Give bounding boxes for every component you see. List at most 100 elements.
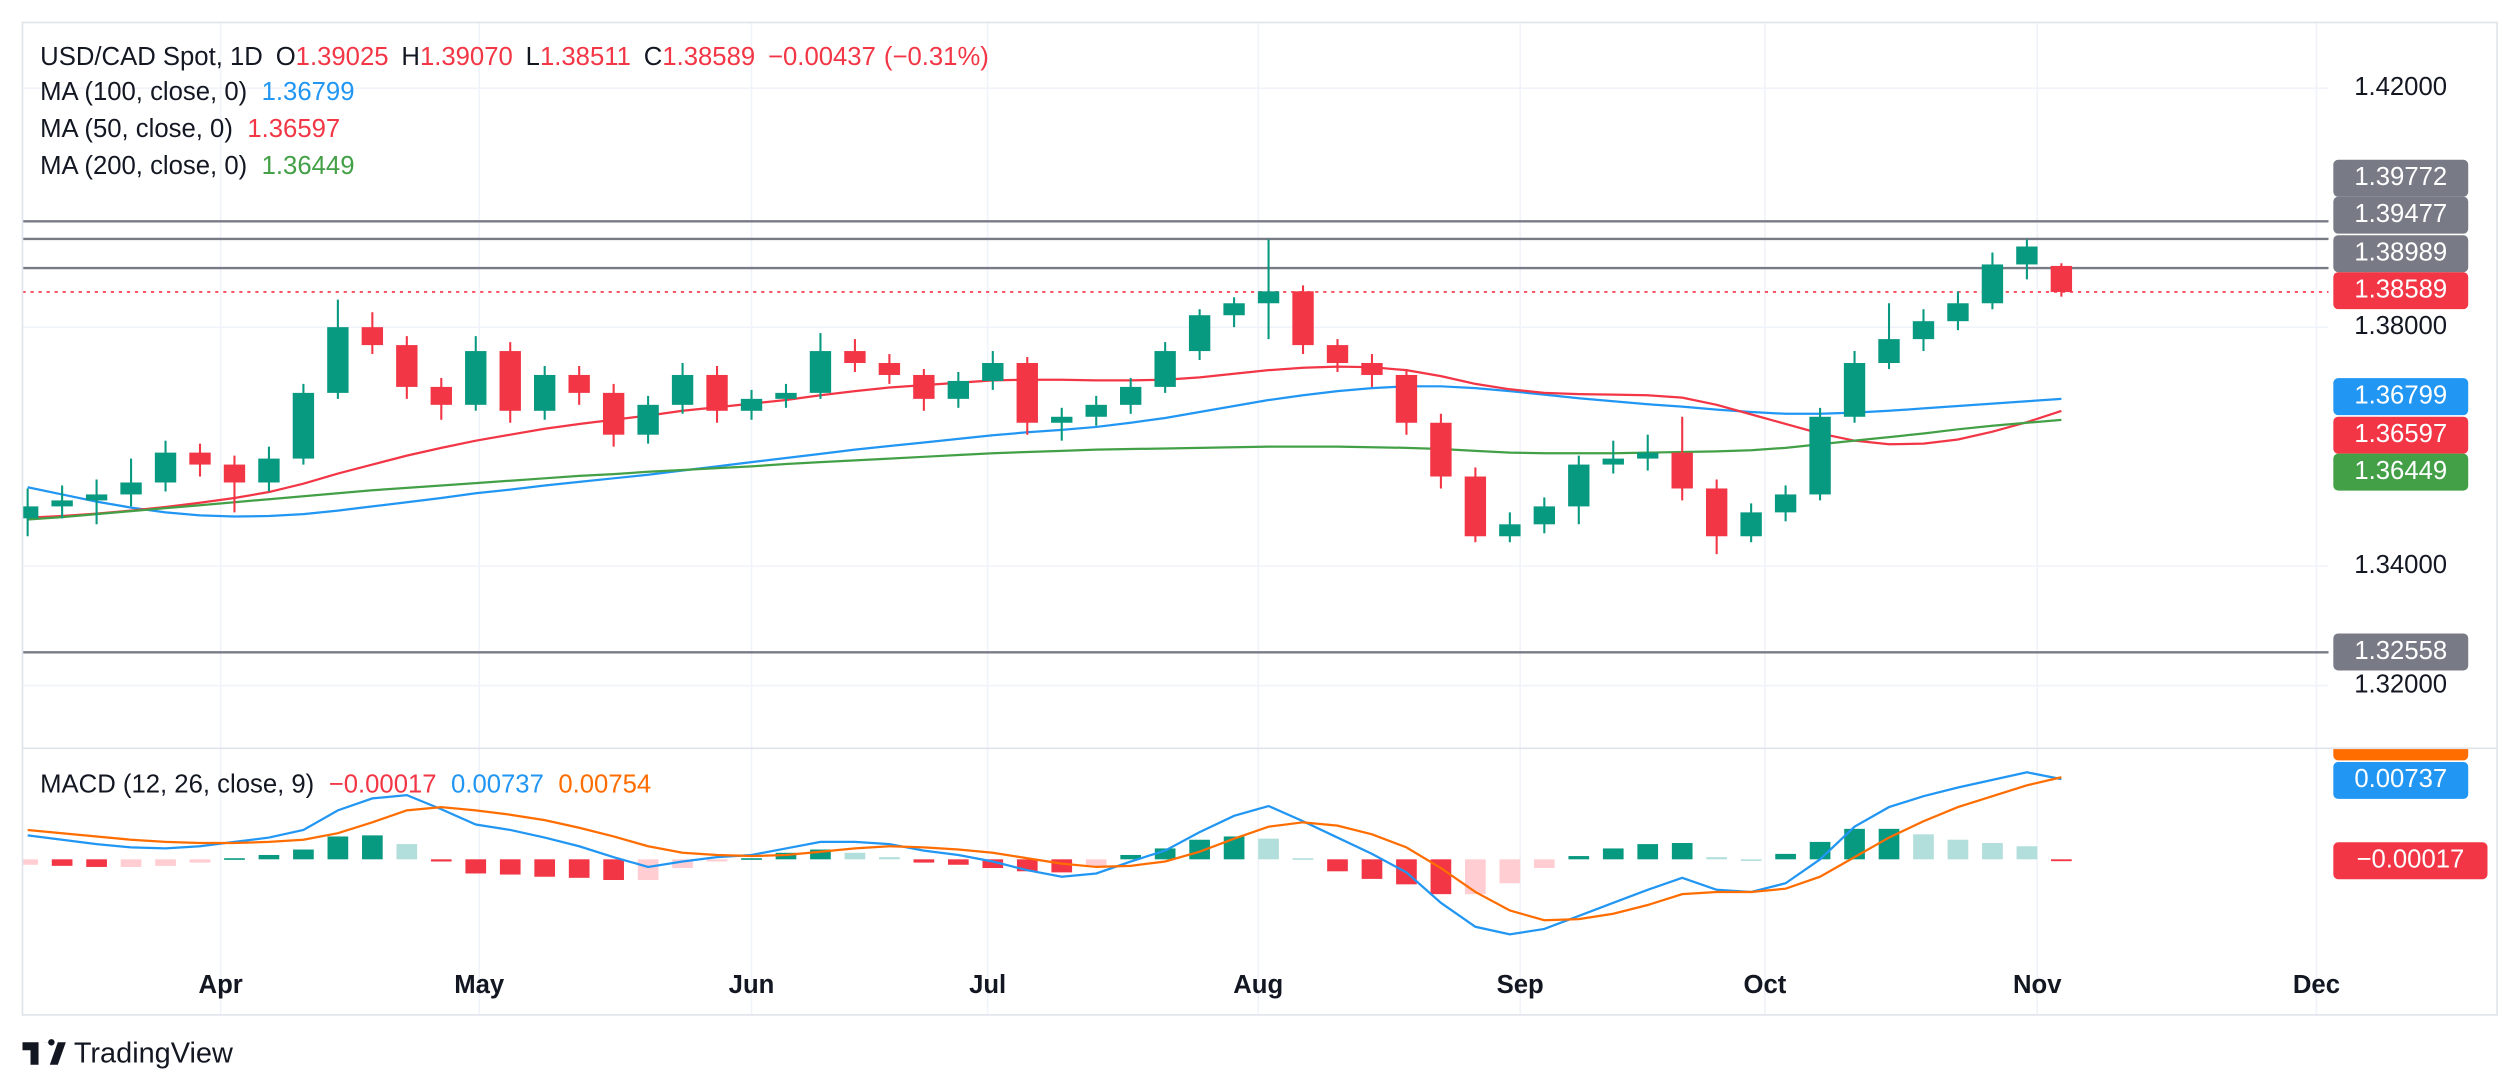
symbol: USD/CAD Spot, 1D [40, 43, 263, 71]
histogram-bar [51, 859, 73, 866]
price-label: 1.32558 [2354, 637, 2447, 665]
ma-label-box [2333, 378, 2469, 416]
brand: TradingView [22, 1038, 233, 1070]
y-tick-label: 1.38000 [2354, 312, 2447, 340]
macd-label: 0.00737 [2354, 765, 2447, 793]
candle-body [1395, 374, 1418, 423]
macd-line [27, 771, 2062, 936]
histogram-bar [1154, 848, 1176, 860]
x-tick-label: Jul [969, 971, 1006, 999]
histogram-bar [1499, 859, 1521, 884]
ohlc-letter: C [644, 43, 663, 71]
price-label: 1.38589 [2354, 275, 2447, 303]
histogram-bar [1706, 857, 1728, 860]
histogram-bar [1982, 843, 2003, 860]
ohlc-value: 1.38589 [662, 43, 755, 71]
histogram-bar [1602, 848, 1624, 860]
candle-body [1188, 315, 1211, 352]
ma-value: 1.36449 [262, 152, 355, 180]
candle-body [671, 374, 694, 405]
macd-hist-value: −0.00017 [329, 770, 437, 798]
histogram-bar [534, 859, 556, 877]
candle-body [1981, 264, 2004, 304]
histogram-bar [1430, 859, 1452, 895]
histogram-bar [465, 859, 487, 874]
x-tick-label: Nov [2013, 971, 2062, 999]
histogram-bar [258, 854, 280, 860]
histogram-bar [293, 849, 314, 860]
histogram-bar [810, 849, 831, 860]
histogram-bar [1051, 859, 1073, 873]
candle-body [189, 452, 211, 465]
histogram-bar [189, 859, 211, 863]
candle-body [361, 327, 384, 346]
histogram-bar [1292, 858, 1314, 860]
macd-label-box [2333, 748, 2469, 761]
ma-line [27, 418, 2062, 521]
ohlc-value: 1.39070 [420, 43, 513, 71]
candle-body [1051, 416, 1073, 423]
histogram-bar [1189, 839, 1210, 860]
ma-legend: MA (200, close, 0) 1.36449 [40, 152, 354, 180]
candle-body [2016, 246, 2038, 265]
price-label-box [2333, 159, 2469, 197]
candle-body [1878, 339, 1900, 364]
candle-body [1774, 494, 1797, 513]
ma-name: MA (100, close, 0) [40, 78, 247, 106]
histogram-bar [430, 859, 452, 862]
y-tick-label: 1.32000 [2354, 670, 2447, 698]
histogram-bar [1637, 844, 1659, 860]
candle-body [1912, 321, 1935, 340]
candle-body [913, 374, 935, 399]
histogram-bar [913, 859, 935, 863]
histogram-bar [362, 835, 383, 860]
histogram-bar [568, 859, 590, 878]
price-label-box [2333, 272, 2469, 310]
candle-body [1602, 458, 1624, 465]
candle-body [2050, 265, 2073, 292]
axes: Apr May Jun Jul Aug Sep Oct Nov Dec 1.32000 1.3400… [199, 73, 2469, 999]
candle-body [1843, 363, 1866, 417]
histogram-bar [1120, 854, 1142, 860]
ma-value: 1.36597 [247, 115, 340, 143]
hist-label: −0.00017 [2356, 846, 2464, 874]
candle-body [1119, 386, 1142, 405]
ma-label: 1.36799 [2354, 381, 2447, 409]
ohlc-legend: USD/CAD Spot, 1D O1.39025 H1.39070 L1.38511… [40, 43, 989, 71]
candle-body [706, 374, 728, 411]
candle-body [120, 482, 142, 495]
candle-body [568, 374, 590, 393]
candle-body [947, 380, 970, 399]
price-pane [22, 220, 2329, 654]
histogram-bar [1258, 838, 1279, 860]
ma-line [27, 385, 2062, 518]
histogram-bar [844, 852, 866, 860]
y-tick-label: 1.42000 [2354, 73, 2447, 101]
candle-body [982, 363, 1004, 381]
ma-legend: MA (100, close, 0) 1.36799 [40, 78, 354, 106]
macd-axis: 0.00754 0.00737 −0.00017 [2333, 748, 2488, 880]
ohlc-value: 1.39025 [296, 43, 389, 71]
x-tick-label: Apr [199, 971, 243, 999]
candle-body [396, 345, 418, 387]
brand-name: TradingView [74, 1038, 233, 1070]
candle-body [1361, 363, 1383, 375]
x-tick-label: Dec [2293, 971, 2340, 999]
candle-body [258, 458, 280, 483]
candle-body [1154, 351, 1176, 387]
x-tick-label: Aug [1233, 971, 1283, 999]
candle-body [327, 327, 349, 393]
candle-body [1499, 524, 1521, 537]
candle-body [499, 351, 521, 411]
ohlc-value: 1.38511 [540, 43, 631, 71]
price-label-box [2333, 235, 2469, 273]
candle-body [1257, 291, 1280, 304]
macd-pane [22, 771, 2072, 936]
price-label: 1.39477 [2354, 200, 2447, 228]
histogram-bar [1085, 859, 1107, 866]
candle-body [740, 398, 763, 411]
histogram-bar [1740, 859, 1762, 861]
histogram-bar [1775, 853, 1796, 860]
